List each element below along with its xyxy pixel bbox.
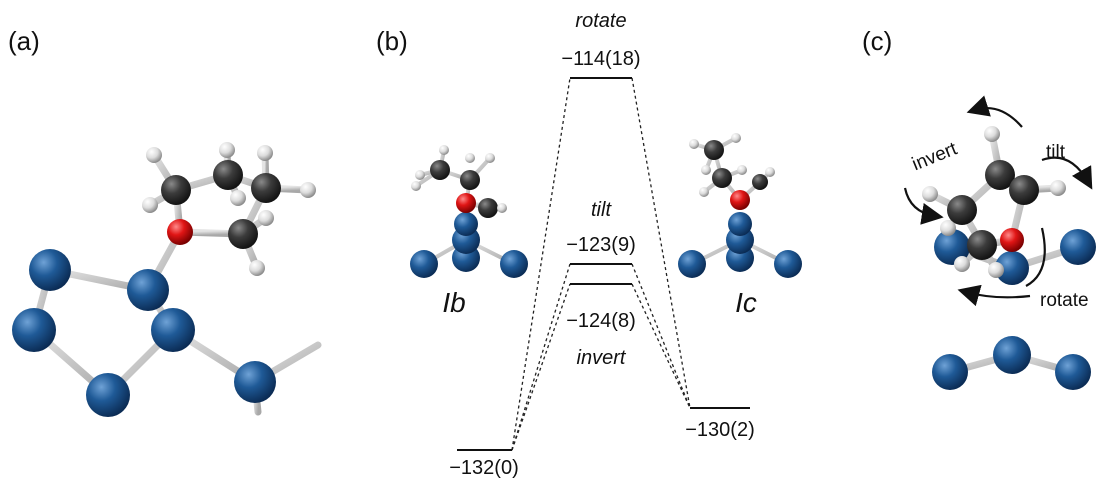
carbon-atom — [430, 160, 450, 180]
carbon-atom — [251, 173, 281, 203]
silicon-atom — [127, 269, 169, 311]
tilt-label: tilt — [591, 199, 612, 221]
hydrogen-atom — [737, 165, 747, 175]
hydrogen-atom — [439, 145, 449, 155]
hydrogen-atom — [988, 262, 1004, 278]
molecule-ib — [410, 145, 528, 278]
hydrogen-atom — [249, 260, 265, 276]
silicon-atom — [12, 308, 56, 352]
carbon-atom — [967, 230, 997, 260]
silicon-atom — [151, 308, 195, 352]
hydrogen-atom — [922, 186, 938, 202]
transition-paths — [511, 77, 691, 451]
panel-label-c: (c) — [862, 26, 892, 56]
silicon-atom — [234, 361, 276, 403]
oxygen-atom — [167, 219, 193, 245]
hydrogen-atom — [701, 165, 711, 175]
silicon-atom — [995, 251, 1029, 285]
rotate-arrow — [957, 284, 1031, 307]
hydrogen-atom — [699, 187, 709, 197]
hydrogen-atom — [485, 153, 495, 163]
carbon-atom — [752, 174, 768, 190]
hydrogen-atom — [497, 203, 507, 213]
hydrogen-atom — [257, 145, 273, 161]
tilt-label-c: tilt — [1046, 142, 1066, 163]
invert-arrow-left — [903, 187, 944, 225]
carbon-atom — [947, 195, 977, 225]
hydrogen-atom — [940, 220, 956, 236]
carbon-atom — [478, 198, 498, 218]
hydrogen-atom — [465, 153, 475, 163]
silicon-atom — [29, 249, 71, 291]
hydrogen-atom — [765, 167, 775, 177]
silicon-atom — [500, 250, 528, 278]
silicon-atom — [678, 250, 706, 278]
oxygen-atom — [1000, 228, 1024, 252]
carbon-atom — [213, 160, 243, 190]
hydrogen-atom — [689, 139, 699, 149]
hydrogen-atom — [984, 126, 1000, 142]
molecule-ic — [678, 133, 802, 278]
invert-arrow-top — [966, 95, 1023, 128]
carbon-atom — [1009, 175, 1039, 205]
silicon-atom — [728, 212, 752, 236]
invert-label-c: invert — [909, 138, 961, 175]
silicon-atom — [934, 229, 970, 265]
silicon-atom — [454, 212, 478, 236]
hydrogen-atom — [1050, 180, 1066, 196]
invert-energy: −124(8) — [566, 310, 636, 332]
rotate-energy: −114(18) — [561, 48, 640, 70]
carbon-atom — [161, 175, 191, 205]
silicon-atom — [774, 250, 802, 278]
tilt-arrow — [1041, 156, 1093, 190]
hydrogen-atom — [258, 210, 274, 226]
hydrogen-atom — [142, 197, 158, 213]
carbon-atom — [985, 160, 1015, 190]
state-ib-label: Ib — [442, 287, 465, 318]
hydrogen-atom — [300, 182, 316, 198]
panel-label-a: (a) — [8, 26, 40, 56]
invert-label: invert — [577, 347, 627, 369]
rotate-label-c: rotate — [1040, 290, 1089, 311]
oxygen-atom — [730, 190, 750, 210]
ib-energy: −132(0) — [449, 457, 519, 479]
hydrogen-atom — [230, 190, 246, 206]
hydrogen-atom — [146, 147, 162, 163]
silicon-atom — [86, 373, 130, 417]
silicon-atom — [1055, 354, 1091, 390]
silicon-atom — [932, 354, 968, 390]
hydrogen-atom — [219, 142, 235, 158]
state-ic-label: Ic — [735, 287, 757, 318]
tilt-energy: −123(9) — [566, 234, 636, 256]
carbon-atom — [704, 140, 724, 160]
carbon-atom — [712, 168, 732, 188]
silicon-atom — [1060, 229, 1096, 265]
energy-diagram: rotate −114(18) tilt −123(9) −124(8) inv… — [442, 10, 757, 479]
silicon-atom — [993, 336, 1031, 374]
ic-energy: −130(2) — [685, 419, 755, 441]
panel-label-b: (b) — [376, 26, 408, 56]
rotate-label: rotate — [575, 10, 626, 32]
hydrogen-atom — [411, 181, 421, 191]
molecule-panel-c: invert tilt rotate — [903, 95, 1096, 390]
silicon-atom — [410, 250, 438, 278]
hydrogen-atom — [954, 256, 970, 272]
hydrogen-atom — [415, 170, 425, 180]
oxygen-atom — [456, 193, 476, 213]
carbon-atom — [460, 170, 480, 190]
molecule-panel-a — [12, 142, 322, 417]
hydrogen-atom — [731, 133, 741, 143]
rotate-arrow-tail — [1025, 227, 1046, 287]
carbon-atom — [228, 219, 258, 249]
